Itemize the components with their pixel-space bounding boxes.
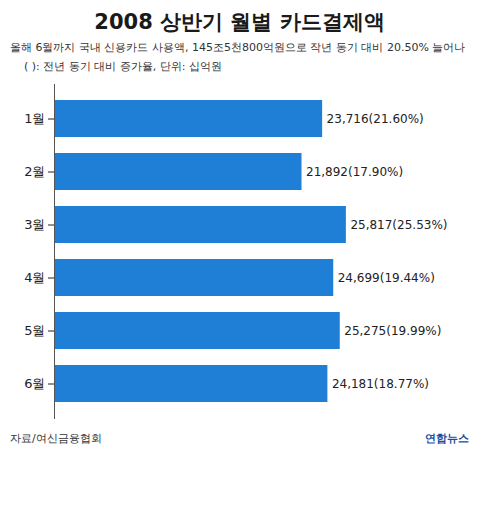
svg-text:25,275(19.99%): 25,275(19.99%)	[344, 324, 441, 338]
svg-text:23,716(21.60%): 23,716(21.60%)	[327, 112, 424, 126]
svg-text:1월: 1월	[24, 111, 45, 126]
svg-text:25,817(25.53%): 25,817(25.53%)	[350, 218, 447, 232]
html-text:자료/여신금융협회: 자료/여신금융협회	[10, 432, 102, 445]
html-text:연합뉴스: 연합뉴스	[425, 432, 469, 445]
svg-text:6월: 6월	[24, 376, 45, 391]
svg-text:24,181(18.77%): 24,181(18.77%)	[332, 377, 429, 391]
svg-text:3월: 3월	[24, 217, 45, 232]
svg-text:21,892(17.90%): 21,892(17.90%)	[306, 165, 403, 179]
html-text:올해 6월까지 국내 신용카드 사용액, 145조5천800: 올해 6월까지 국내 신용카드 사용액, 145조5천800억원으로 작년 동기…	[10, 41, 466, 54]
html-text:( ): 전년 동기 대비 증가율, 단위: 십억원: ( ): 전년 동기 대비 증가율, 단위: 십억원	[24, 60, 222, 73]
svg-text:4월: 4월	[24, 270, 45, 285]
html-text:2008 상반기 월별 카드결제액: 2008 상반기 월별 카드결제액	[94, 10, 385, 34]
svg-text:24,699(19.44%): 24,699(19.44%)	[338, 271, 435, 285]
svg-text:2월: 2월	[24, 164, 45, 179]
svg-text:5월: 5월	[24, 323, 45, 338]
